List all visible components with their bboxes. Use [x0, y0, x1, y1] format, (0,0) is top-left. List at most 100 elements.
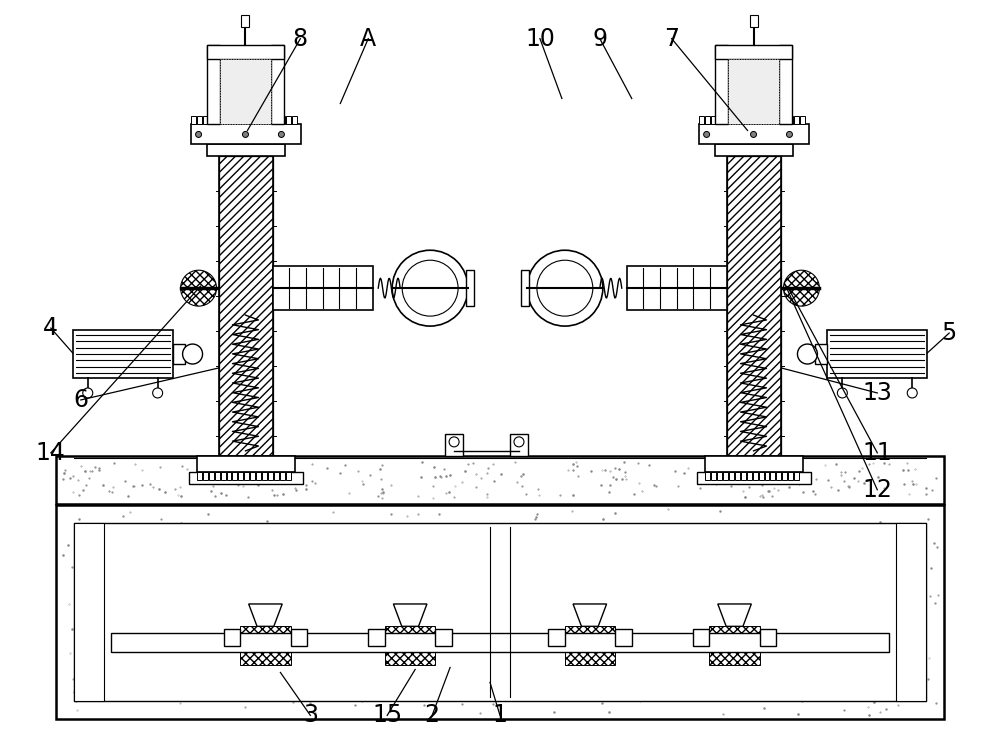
Bar — [705, 117, 710, 124]
Circle shape — [196, 132, 202, 138]
Bar — [466, 270, 474, 306]
Bar — [753, 472, 758, 479]
Bar — [735, 117, 740, 124]
Text: 2: 2 — [425, 703, 440, 727]
Text: 5: 5 — [942, 321, 957, 345]
Bar — [715, 45, 792, 58]
Bar — [241, 15, 249, 27]
Text: 14: 14 — [36, 441, 66, 465]
Bar — [727, 156, 781, 456]
Bar — [262, 117, 267, 124]
Bar — [262, 472, 267, 479]
Bar — [827, 330, 927, 378]
Circle shape — [751, 132, 757, 138]
Circle shape — [83, 388, 93, 398]
Bar — [815, 344, 827, 364]
Bar — [197, 472, 202, 479]
Bar — [385, 626, 435, 666]
Bar — [715, 45, 728, 124]
Polygon shape — [393, 604, 427, 626]
Bar — [697, 472, 811, 484]
Bar — [723, 472, 728, 479]
Circle shape — [907, 388, 917, 398]
Circle shape — [183, 344, 203, 364]
Bar — [203, 117, 208, 124]
Polygon shape — [718, 604, 751, 626]
Text: 3: 3 — [303, 703, 318, 727]
Bar — [197, 456, 295, 472]
Bar — [291, 629, 307, 646]
Bar — [779, 45, 792, 124]
Bar — [221, 117, 226, 124]
Bar — [565, 626, 615, 666]
Bar — [197, 117, 202, 124]
Bar — [548, 629, 565, 646]
Text: A: A — [360, 27, 376, 51]
Bar — [273, 266, 373, 310]
Bar — [717, 472, 722, 479]
Bar — [788, 117, 793, 124]
Bar — [709, 626, 760, 666]
Circle shape — [704, 132, 710, 138]
Bar — [741, 117, 746, 124]
Bar — [770, 472, 775, 479]
Bar — [759, 117, 764, 124]
Bar — [224, 629, 240, 646]
Bar — [521, 270, 529, 306]
Circle shape — [449, 437, 459, 447]
Bar — [209, 472, 214, 479]
Bar — [215, 472, 220, 479]
Bar — [794, 117, 799, 124]
Bar — [274, 472, 279, 479]
Bar — [292, 117, 297, 124]
Bar — [729, 472, 734, 479]
Bar — [794, 472, 799, 479]
Bar — [728, 58, 779, 124]
Circle shape — [786, 132, 792, 138]
Bar — [747, 472, 752, 479]
Bar — [711, 472, 716, 479]
Bar — [268, 117, 273, 124]
Bar — [699, 117, 704, 124]
Text: 1: 1 — [493, 703, 507, 727]
Bar — [232, 472, 237, 479]
Bar — [250, 472, 255, 479]
Bar — [221, 472, 226, 479]
Text: 6: 6 — [73, 388, 88, 412]
Bar — [286, 117, 291, 124]
Bar — [800, 117, 805, 124]
Circle shape — [527, 251, 603, 326]
Bar — [256, 472, 261, 479]
Bar — [173, 344, 185, 364]
Bar — [896, 523, 926, 702]
Bar — [776, 117, 781, 124]
Bar — [244, 472, 249, 479]
Bar — [741, 472, 746, 479]
Bar — [219, 156, 273, 456]
Bar — [215, 117, 220, 124]
Text: 9: 9 — [592, 27, 607, 51]
Bar — [244, 117, 249, 124]
Text: 8: 8 — [293, 27, 308, 51]
Bar — [238, 117, 243, 124]
Circle shape — [392, 251, 468, 326]
Bar — [74, 523, 926, 702]
Bar — [268, 472, 273, 479]
Circle shape — [153, 388, 163, 398]
Bar — [765, 472, 769, 479]
Polygon shape — [573, 604, 607, 626]
Bar — [220, 58, 271, 124]
Circle shape — [242, 132, 248, 138]
Bar — [627, 266, 727, 310]
Bar — [274, 117, 279, 124]
Bar — [770, 117, 775, 124]
Bar — [238, 472, 243, 479]
Bar — [207, 45, 284, 58]
Bar — [715, 144, 793, 156]
Bar — [753, 117, 758, 124]
Bar — [776, 472, 781, 479]
Bar — [735, 472, 740, 479]
Bar — [56, 456, 944, 503]
Bar — [240, 626, 291, 666]
Text: 15: 15 — [372, 703, 402, 727]
